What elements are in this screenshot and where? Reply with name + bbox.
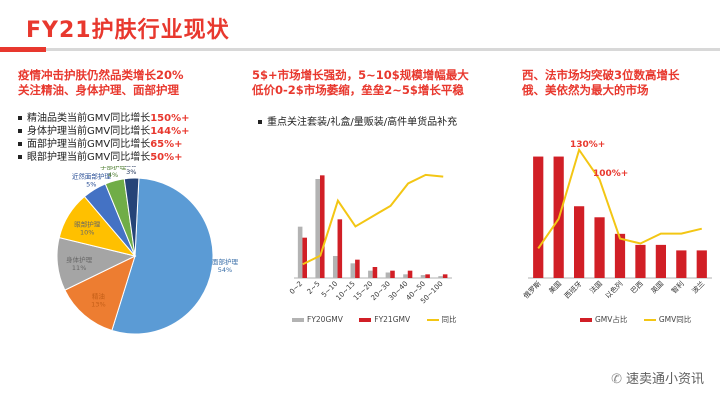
gmv-share-bar xyxy=(533,156,544,278)
red-swatch-icon xyxy=(359,318,372,322)
pie-label: 手部护理 xyxy=(100,166,127,171)
gmv-share-bar xyxy=(676,250,687,278)
line-swatch-icon xyxy=(426,319,439,321)
page-title: FY21护肤行业现状 xyxy=(26,18,230,43)
gmv-yoy-line xyxy=(537,147,703,249)
fy21-bar xyxy=(425,274,430,278)
left-bullet-list: 精油品类当前GMV同比增长150%+ 身体护理当前GMV同比增长144%+ 面部… xyxy=(18,112,190,164)
middle-heading-line1: 5$+市场增长强劲，5~10$规模增幅最大 xyxy=(252,68,469,82)
fy20-bar xyxy=(368,270,373,278)
fy20-bar xyxy=(438,276,443,278)
yoy-line xyxy=(302,173,444,266)
right-legend: GMV占比 GMV同比 xyxy=(580,314,691,325)
middle-column: 5$+市场增长强劲，5~10$规模增幅最大 低价0-2$市场萎缩，垒垒2~5$增… xyxy=(252,68,492,98)
x-tick-label: 波兰 xyxy=(690,279,706,295)
gmv-share-bar xyxy=(635,244,646,278)
legend-item: FY20GMV xyxy=(292,315,343,324)
pie-label: 唇部 xyxy=(125,166,138,168)
fy20-bar xyxy=(420,275,426,278)
fy21-bar xyxy=(302,237,307,278)
fy20-bar xyxy=(297,226,303,278)
x-tick-label: 0~2 xyxy=(288,280,304,296)
annotation-130: 130%+ xyxy=(570,140,605,150)
x-tick-label: 智利 xyxy=(669,279,685,295)
bullet-item: 眼部护理当前GMV同比增长50%+ xyxy=(18,151,190,164)
gray-swatch-icon xyxy=(292,318,304,322)
gmv-share-bar xyxy=(574,206,585,278)
pie-value-label: 13% xyxy=(91,301,105,309)
pie-value-label: 3% xyxy=(126,168,136,176)
x-tick-label: 以色列 xyxy=(603,279,624,300)
watermark: ✆ 速卖通小资讯 xyxy=(611,372,704,387)
x-tick-label: 英国 xyxy=(649,279,665,295)
title-accent-bar xyxy=(0,47,46,52)
pie-label: 精油 xyxy=(92,292,105,301)
bullet-dot-icon xyxy=(258,120,262,124)
x-tick-label: 俄罗斯 xyxy=(521,279,542,300)
red-swatch-icon xyxy=(580,318,592,322)
left-column: 疫情冲击护肤仍然品类增长20% 关注精油、身体护理、面部护理 xyxy=(18,68,238,98)
fy21-bar xyxy=(372,267,378,278)
left-heading-line1: 疫情冲击护肤仍然品类增长20% xyxy=(18,68,184,82)
fy20-bar xyxy=(403,274,408,278)
pie-label: 眼部护理 xyxy=(74,220,101,229)
bullet-dot-icon xyxy=(18,129,22,133)
annotation-100: 100%+ xyxy=(593,169,628,179)
bullet-dot-icon xyxy=(18,142,22,146)
x-tick-label: 西班牙 xyxy=(562,279,583,300)
price-band-chart: 0~2 2~55~1010~1515~2020~3030~4040~5050~10… xyxy=(288,173,452,305)
x-tick-label: 巴西 xyxy=(629,280,645,296)
bullet-item: 身体护理当前GMV同比增长144%+ xyxy=(18,125,190,138)
bullet-dot-icon xyxy=(18,155,22,159)
fy21-bar xyxy=(390,270,395,278)
gmv-share-bar xyxy=(655,244,666,278)
gmv-share-bar xyxy=(614,233,626,278)
right-heading-line2: 俄、美依然为最大的市场 xyxy=(522,83,649,97)
line-swatch-icon xyxy=(643,319,656,321)
right-column: 西、法市场均突破3位数高增长 俄、美依然为最大的市场 xyxy=(522,68,712,98)
pie-value-label: 10% xyxy=(80,229,94,237)
fy20-bar xyxy=(350,263,356,278)
fy21-bar xyxy=(355,259,360,278)
middle-heading-line2: 低价0-2$市场萎缩，垒垒2~5$增长平稳 xyxy=(252,83,464,97)
fy21-bar xyxy=(337,219,343,278)
middle-legend: FY20GMV FY21GMV 同比 xyxy=(292,314,457,325)
legend-item: 同比 xyxy=(426,315,457,324)
x-tick-label: 美国 xyxy=(547,279,563,295)
pie-label: 近然面部护理 xyxy=(72,171,112,180)
left-heading-line2: 关注精油、身体护理、面部护理 xyxy=(18,83,179,97)
pie-value-label: 54% xyxy=(218,266,232,274)
gmv-share-bar xyxy=(594,217,605,278)
fy20-bar xyxy=(315,179,320,278)
fy20-bar xyxy=(385,272,391,278)
fy21-bar xyxy=(442,274,448,278)
pie-value-label: 4% xyxy=(108,171,118,179)
country-chart: 俄罗斯 美国 西班牙 法国 以色列 巴西 英国 智利 波兰 130%+ 100%+ xyxy=(521,140,712,300)
middle-bullet: 重点关注套装/礼盒/量贩装/高件单货品补充 xyxy=(258,116,457,129)
pie-label: 面部护理 xyxy=(212,257,239,266)
legend-item: GMV占比 xyxy=(580,315,627,324)
bullet-item: 面部护理当前GMV同比增长65%+ xyxy=(18,138,190,151)
right-heading-line1: 西、法市场均突破3位数高增长 xyxy=(522,68,680,82)
bullet-item: 精油品类当前GMV同比增长150%+ xyxy=(18,112,190,125)
fy21-bar xyxy=(319,175,325,278)
x-tick-label: 法国 xyxy=(588,279,604,295)
fy21-bar xyxy=(407,270,413,278)
wechat-icon: ✆ xyxy=(611,372,622,387)
pie-value-label: 5% xyxy=(86,180,96,188)
pie-slice xyxy=(64,255,136,332)
gmv-share-bar xyxy=(696,250,707,278)
legend-item: GMV同比 xyxy=(643,315,691,324)
pie-slice xyxy=(123,177,140,257)
fy20-bar xyxy=(332,256,338,278)
legend-item: FY21GMV xyxy=(359,315,410,324)
bullet-dot-icon xyxy=(18,116,22,120)
pie-label: 身体护理 xyxy=(66,255,93,264)
pie-value-label: 11% xyxy=(72,264,86,272)
title-divider xyxy=(0,48,720,51)
